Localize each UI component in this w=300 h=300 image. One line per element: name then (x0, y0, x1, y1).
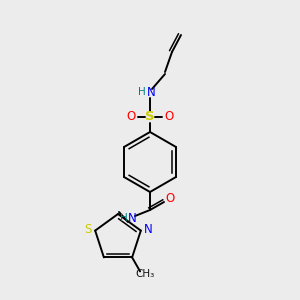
Text: N: N (128, 212, 136, 224)
Text: H: H (138, 87, 146, 97)
Text: O: O (165, 191, 175, 205)
Text: H: H (120, 213, 128, 223)
Text: S: S (145, 110, 155, 124)
Text: N: N (147, 85, 155, 98)
Text: N: N (143, 223, 152, 236)
Text: O: O (164, 110, 174, 122)
Text: S: S (85, 223, 92, 236)
Text: CH₃: CH₃ (136, 269, 155, 279)
Text: O: O (126, 110, 136, 122)
